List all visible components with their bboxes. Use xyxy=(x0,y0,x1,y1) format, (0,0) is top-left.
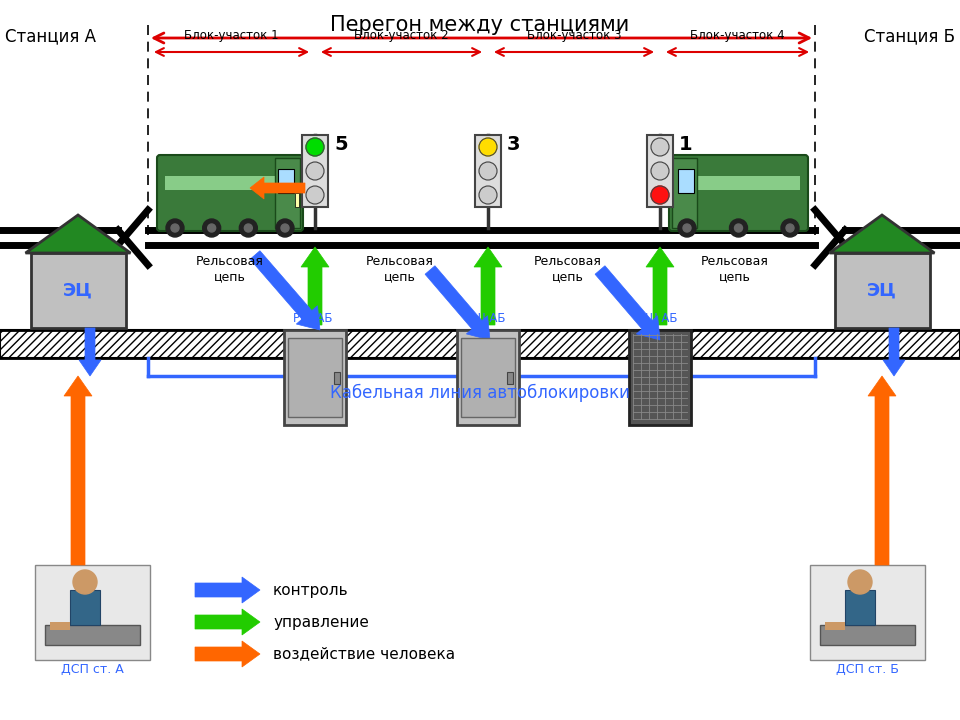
Bar xyxy=(288,338,342,417)
Circle shape xyxy=(678,219,696,237)
Bar xyxy=(507,372,513,384)
Polygon shape xyxy=(26,215,131,253)
Circle shape xyxy=(276,219,294,237)
Circle shape xyxy=(166,219,184,237)
Circle shape xyxy=(306,186,324,204)
Circle shape xyxy=(651,186,669,204)
Circle shape xyxy=(683,224,691,232)
Bar xyxy=(820,625,915,645)
Text: Станция А: Станция А xyxy=(5,27,96,45)
Polygon shape xyxy=(195,641,260,667)
Polygon shape xyxy=(79,328,101,376)
Circle shape xyxy=(207,224,216,232)
Text: ЭЦ: ЭЦ xyxy=(63,282,93,300)
Polygon shape xyxy=(646,247,674,325)
Bar xyxy=(50,622,70,630)
Text: Рельсовая
цепь: Рельсовая цепь xyxy=(701,255,769,283)
Text: ДСП ст. Б: ДСП ст. Б xyxy=(836,663,899,676)
Text: Блок-участок 3: Блок-участок 3 xyxy=(527,29,621,42)
Polygon shape xyxy=(829,215,934,253)
Bar xyxy=(810,565,925,660)
Bar xyxy=(677,176,800,189)
Bar xyxy=(672,158,697,228)
Polygon shape xyxy=(251,251,320,330)
Circle shape xyxy=(203,219,221,237)
Polygon shape xyxy=(868,376,896,565)
Text: РШ АБ: РШ АБ xyxy=(467,312,506,325)
Text: Блок-участок 1: Блок-участок 1 xyxy=(184,29,278,42)
Bar xyxy=(647,135,673,207)
Polygon shape xyxy=(195,577,260,603)
Bar xyxy=(35,565,150,660)
Bar xyxy=(334,372,340,384)
Polygon shape xyxy=(64,376,92,565)
Circle shape xyxy=(734,224,742,232)
Polygon shape xyxy=(595,266,660,340)
Text: Блок-участок 4: Блок-участок 4 xyxy=(690,29,785,42)
Bar xyxy=(275,158,300,228)
Bar xyxy=(461,338,515,417)
Circle shape xyxy=(786,224,794,232)
Text: РШ АБ: РШ АБ xyxy=(638,312,678,325)
Polygon shape xyxy=(250,177,305,199)
Polygon shape xyxy=(301,247,329,325)
Text: 5: 5 xyxy=(334,135,348,154)
Circle shape xyxy=(239,219,257,237)
Bar xyxy=(165,176,295,189)
Text: Рельсовая
цепь: Рельсовая цепь xyxy=(196,255,264,283)
Bar xyxy=(31,253,126,328)
Bar xyxy=(302,135,328,207)
FancyBboxPatch shape xyxy=(157,155,303,231)
Polygon shape xyxy=(195,609,260,635)
Bar xyxy=(845,590,875,625)
Circle shape xyxy=(171,224,179,232)
Text: контроль: контроль xyxy=(273,582,348,598)
Circle shape xyxy=(306,162,324,180)
Polygon shape xyxy=(883,328,905,376)
Bar xyxy=(834,253,929,328)
Circle shape xyxy=(73,570,97,594)
Text: Рельсовая
цепь: Рельсовая цепь xyxy=(366,255,434,283)
Text: воздействие человека: воздействие человека xyxy=(273,647,455,662)
Circle shape xyxy=(781,219,799,237)
Text: ЭЦ: ЭЦ xyxy=(867,282,897,300)
Text: РШ АБ: РШ АБ xyxy=(293,312,333,325)
Text: Станция Б: Станция Б xyxy=(864,27,955,45)
Bar xyxy=(45,625,140,645)
Circle shape xyxy=(245,224,252,232)
Text: ДСП ст. А: ДСП ст. А xyxy=(61,663,124,676)
Text: Блок-участок 2: Блок-участок 2 xyxy=(354,29,449,42)
Circle shape xyxy=(306,138,324,156)
Circle shape xyxy=(479,162,497,180)
Circle shape xyxy=(730,219,748,237)
Bar xyxy=(825,622,845,630)
Polygon shape xyxy=(425,266,490,340)
Text: управление: управление xyxy=(273,614,369,629)
Bar xyxy=(629,330,691,425)
Text: Рельсовая
цепь: Рельсовая цепь xyxy=(534,255,602,283)
Circle shape xyxy=(848,570,872,594)
Circle shape xyxy=(281,224,289,232)
Bar xyxy=(678,168,694,193)
Text: Перегон между станциями: Перегон между станциями xyxy=(330,15,630,35)
Bar xyxy=(284,330,346,425)
Circle shape xyxy=(651,162,669,180)
Bar xyxy=(457,330,519,425)
Bar xyxy=(475,135,501,207)
Circle shape xyxy=(479,138,497,156)
Polygon shape xyxy=(474,247,502,325)
Text: 1: 1 xyxy=(679,135,692,154)
Bar xyxy=(278,168,294,193)
Text: Кабельная линия автоблокировки: Кабельная линия автоблокировки xyxy=(330,384,630,402)
FancyBboxPatch shape xyxy=(669,155,808,231)
Circle shape xyxy=(651,138,669,156)
Bar xyxy=(295,193,299,207)
Circle shape xyxy=(479,186,497,204)
Bar xyxy=(0,330,960,358)
Bar xyxy=(70,590,100,625)
Text: 3: 3 xyxy=(507,135,520,154)
